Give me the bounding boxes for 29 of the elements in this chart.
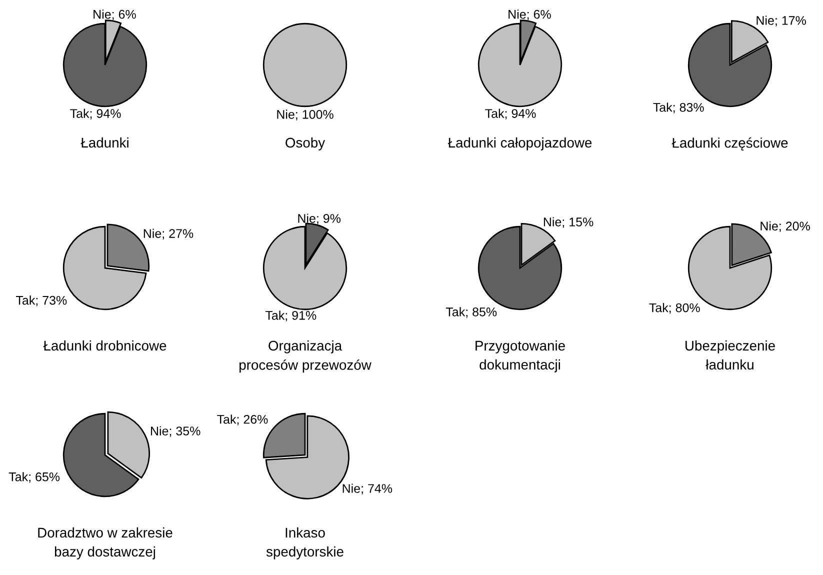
text: Organizacja procesów przewozów bbox=[240, 340, 372, 373]
slice-label: Tak; 26% bbox=[217, 414, 268, 426]
slice-label: Tak; 65% bbox=[8, 472, 60, 483]
slice-label: Nie; 74% bbox=[342, 484, 392, 494]
text: Inkaso spedytorskie bbox=[266, 527, 344, 560]
text: Ładunki całopojazdowe bbox=[448, 137, 592, 150]
slice-label: Nie; 6% bbox=[94, 10, 136, 20]
text: Doradztwo w zakresie bazy dostawczej bbox=[38, 527, 172, 560]
text: Ładunki bbox=[80, 137, 128, 148]
slice-label: Nie; 9% bbox=[298, 214, 341, 224]
text: Przygotowanie dokumentacji bbox=[476, 340, 565, 372]
text: Osoby bbox=[286, 137, 326, 150]
text: Ubezpieczenie ładunku bbox=[686, 340, 775, 370]
slice-label: Nie; 6% bbox=[508, 10, 551, 20]
slice-label: Nie; 27% bbox=[144, 228, 194, 240]
slice-label: Nie; 35% bbox=[151, 426, 200, 437]
slice-label: Tak; 85% bbox=[446, 307, 497, 318]
text: Ładunki drobnicowe bbox=[43, 340, 166, 351]
slice-label: Nie; 20% bbox=[760, 221, 810, 232]
text: Ładunki częściowe bbox=[672, 137, 788, 151]
slice-label: Tak; 94% bbox=[70, 108, 121, 120]
slice-label: Tak; 83% bbox=[653, 102, 704, 114]
slice-label: Nie; 15% bbox=[544, 217, 594, 228]
slice-label: Nie; 100% bbox=[277, 110, 334, 120]
slice-label: Tak; 91% bbox=[265, 310, 316, 322]
slice-label: Nie; 17% bbox=[756, 16, 806, 26]
slice-label: Tak; 94% bbox=[485, 108, 536, 120]
slice-label: Tak; 73% bbox=[16, 296, 67, 306]
slice-label: Tak; 80% bbox=[649, 303, 700, 314]
